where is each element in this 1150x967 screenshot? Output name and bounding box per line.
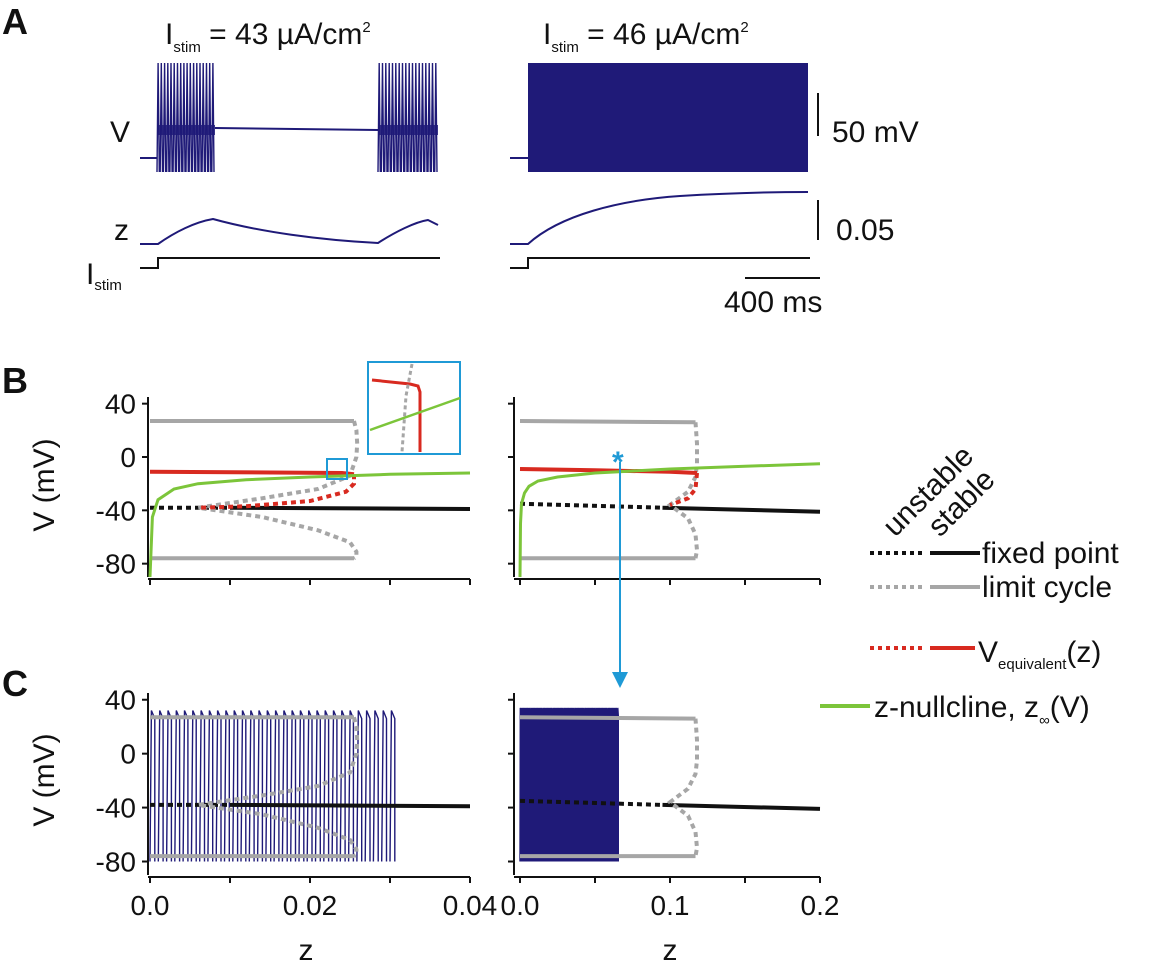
fixed-point-unstable-curve: [519, 501, 663, 510]
plot-b-right: [508, 397, 821, 585]
zoom-inset: [326, 361, 461, 480]
y-tick-label: -40: [96, 495, 136, 526]
x-tick-label: 0.02: [283, 890, 338, 921]
limit-cycle-unstable-curve: [197, 420, 360, 561]
voltage-trajectory: [519, 707, 619, 862]
panel-letter-b: B: [2, 360, 28, 401]
annotation-asterisk: *: [612, 446, 624, 479]
limit-cycle-unstable-curve: [666, 718, 700, 857]
legend-limit-cycle-label: limit cycle: [982, 571, 1112, 604]
annotation-arrow-head: [612, 672, 628, 688]
istim-step-left: [140, 257, 440, 269]
legend-fixed-point-label: fixed point: [982, 537, 1119, 570]
row-label-istim: Istim: [86, 258, 122, 294]
limit-cycle-stable-curve: [519, 715, 696, 721]
legend-vequiv-label: Vequivalent(z): [978, 636, 1101, 673]
panel-a-traces: [140, 62, 810, 269]
y-tick-label: -80: [96, 549, 136, 580]
istim-step-right: [510, 257, 810, 269]
panel-a-left-title: Istim = 43 µA/cm2: [165, 18, 371, 56]
panel-c-left-xlabel: z: [299, 934, 314, 967]
fixed-point-stable-curve: [229, 802, 471, 809]
z-nullcline-stable-curve: [518, 462, 821, 578]
plot-c-left: 40 0 -40 -80 0.0 0.02 0.04: [96, 685, 498, 921]
inset-nullcline: [369, 396, 461, 432]
x-tick-label: 0.0: [131, 890, 170, 921]
y-tick-label: 40: [105, 685, 136, 716]
v-equivalent-unstable-curve: [669, 472, 699, 507]
x-tick-label: 0.1: [651, 890, 690, 921]
voltage-scale-label: 50 mV: [832, 116, 919, 149]
fixed-point-stable-curve: [662, 802, 821, 811]
v-burst-2-band: [378, 125, 438, 135]
row-label-v: V: [110, 116, 130, 149]
limit-cycle-unstable-curve: [197, 716, 360, 858]
y-tick-label: 0: [120, 442, 136, 473]
legend-nullcline-label: z-nullcline, z∞(V): [874, 691, 1090, 729]
v-equivalent-unstable-curve: [197, 474, 356, 510]
panel-a-right-title: Istim = 46 µA/cm2: [543, 18, 749, 56]
plot-b-left: 40 0 -40 -80: [96, 389, 471, 585]
x-tick-label: 0.2: [801, 890, 840, 921]
panel-letter-a: A: [2, 1, 28, 42]
voltage-trajectory: [149, 710, 396, 862]
v-equivalent-stable-curve: [149, 469, 355, 477]
inset-zoom-box: [326, 458, 348, 480]
fixed-point-stable-curve: [229, 505, 471, 511]
limit-cycle-stable-curve: [519, 419, 696, 425]
v-burst-1-band: [157, 125, 215, 135]
plot-c-right: 0.0 0.1 0.2: [501, 693, 840, 921]
fixed-point-stable-curve: [662, 505, 821, 514]
y-tick-label: 40: [105, 389, 136, 420]
z-nullcline-stable-curve: [148, 471, 471, 578]
y-tick-label: -80: [96, 847, 136, 878]
limit-cycle-unstable-curve: [666, 422, 700, 559]
v-quiescent-left: [214, 127, 379, 131]
inset-frame: [367, 361, 461, 455]
panel-c-right-xlabel: z: [663, 934, 678, 967]
y-tick-label: -40: [96, 793, 136, 824]
inset-limit-cycle: [400, 363, 414, 453]
x-tick-label: 0.0: [501, 890, 540, 921]
panel-letter-c: C: [2, 663, 28, 704]
z-trace-left: [140, 217, 439, 245]
z-trace-right: [510, 191, 809, 245]
v-burst-1: [156, 62, 215, 173]
fixed-point-unstable-curve: [519, 798, 663, 807]
v-tonic-spiking: [528, 63, 808, 172]
y-tick-label: 0: [120, 739, 136, 770]
row-label-z: z: [114, 214, 129, 247]
panel-c-ylabel: V (mV): [28, 733, 61, 826]
time-scale-label: 400 ms: [724, 286, 822, 319]
x-tick-label: 0.04: [443, 890, 498, 921]
v-burst-2: [377, 62, 438, 173]
panel-b-ylabel: V (mV): [28, 438, 61, 531]
z-scale-label: 0.05: [836, 214, 894, 247]
